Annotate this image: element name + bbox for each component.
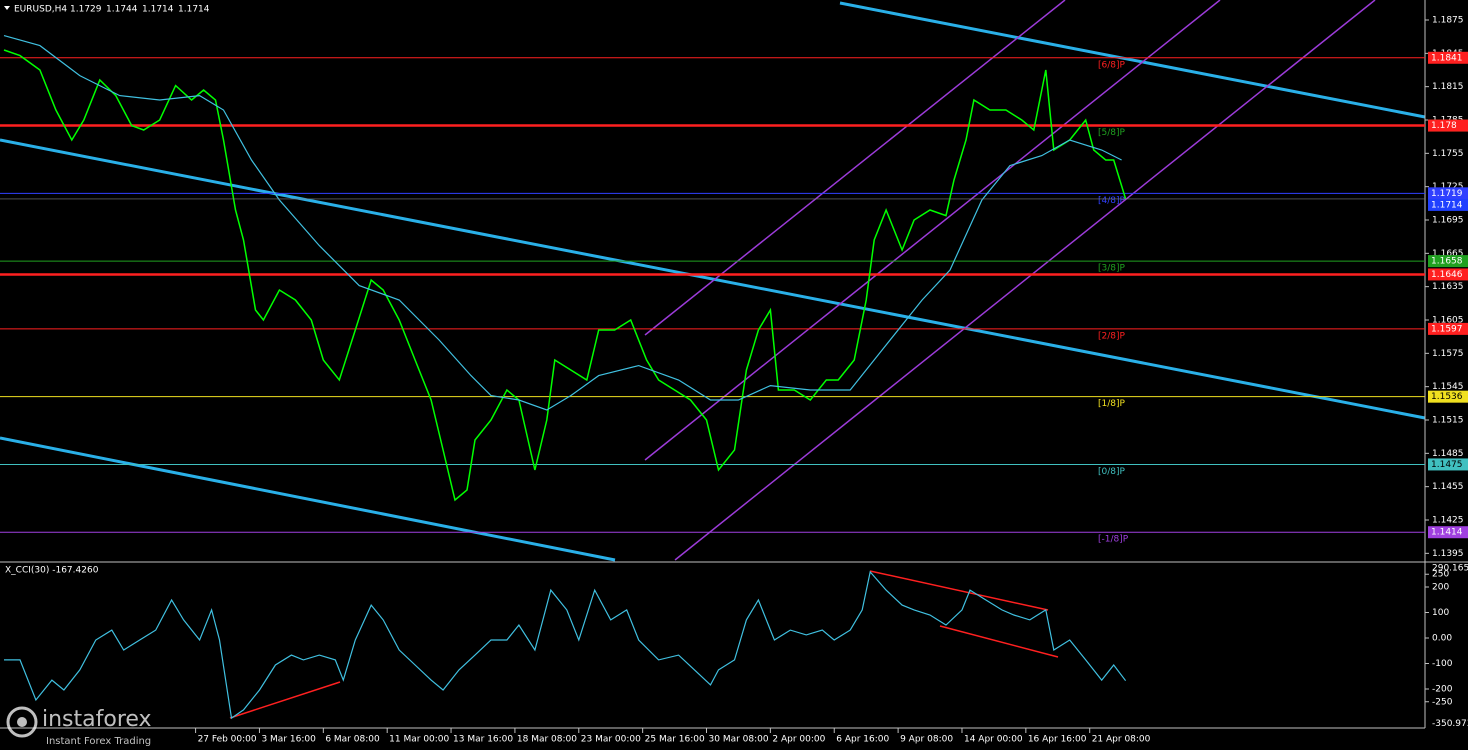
murray-level-name: [2/8]P [1098,331,1126,341]
y-tick-label: 0.00 [1432,633,1452,643]
y-tick-label: 1.1695 [1432,216,1464,226]
price-label: 1.1841 [1431,53,1463,63]
x-tick-label: 6 Apr 16:00 [836,735,889,745]
price-label: 1.1646 [1431,270,1463,280]
y-tick-label: 1.1635 [1432,282,1464,292]
x-tick-label: 18 Mar 08:00 [517,735,577,745]
logo-icon [17,717,27,727]
ohlc-value: 1.1714 [142,5,174,15]
plot [0,0,1426,719]
x-tick-label: 30 Mar 08:00 [709,735,769,745]
price-label-box [1428,51,1468,64]
x-tick-label: 27 Feb 00:00 [198,735,257,745]
price-label-box [1428,255,1468,268]
murray-level-name: [5/8]P [1098,128,1126,138]
y-tick-label: 1.1425 [1432,516,1464,526]
ohlc-value: 1.1744 [106,5,138,15]
y-tick-label: 1.1395 [1432,549,1464,559]
x-tick-label: 16 Apr 16:00 [1028,735,1087,745]
x-tick-label: 14 Apr 00:00 [964,735,1023,745]
price-label: 1.1475 [1431,460,1463,470]
watermark: instaforex Instant Forex Trading [6,706,152,747]
price-label: 1.1719 [1431,189,1463,199]
x-tick-label: 9 Apr 08:00 [900,735,953,745]
price-label-box [1428,526,1468,539]
channel-line [644,0,1066,336]
x-tick-label: 2 Apr 00:00 [772,735,825,745]
y-tick-label: 1.1755 [1432,149,1464,159]
tagline: Instant Forex Trading [46,736,151,747]
y-limit-label: -350.973 [1432,719,1468,729]
divergence-lines [229,570,1059,719]
murray-level-name: [1/8]P [1098,399,1126,409]
murray-level-name: [4/8]P [1098,196,1126,206]
price-label-box [1428,268,1468,281]
channel-lines [644,0,1376,561]
murray-level-name: [-1/8]P [1098,535,1129,545]
price-label-box [1428,119,1468,132]
indicator-title: X_CCI(30) -167.4260 [5,566,99,576]
series-line [3,35,1122,411]
trend-line [839,1,1426,119]
y-tick-label: -200 [1432,684,1453,694]
y-tick-label: 1.1545 [1432,382,1464,392]
channel-line [674,0,1376,561]
price-label: 1.1414 [1431,528,1463,538]
price-label: 1.1536 [1431,392,1463,402]
y-limit-label: 290.1656 [1432,564,1468,574]
y-tick-label: 1.1665 [1432,249,1464,259]
murray-level-name: [0/8]P [1098,467,1126,477]
price-label: 1.178 [1431,121,1457,131]
y-tick-label: 200 [1432,582,1449,592]
x-tick-label: 11 Mar 00:00 [389,735,449,745]
murray-level-name: [3/8]P [1098,264,1126,274]
channel-line [644,0,1221,461]
price-label-box [1428,198,1468,211]
trend-line [0,436,616,562]
price-label-box [1428,458,1468,471]
x-tick-label: 23 Mar 00:00 [581,735,641,745]
series-line [4,570,1127,720]
y-tick-label: 1.1485 [1432,449,1464,459]
ohlc-value: 1.1729 [70,5,102,15]
series-line [3,49,1127,502]
divergence-line [229,681,341,719]
price-label: 1.1658 [1431,257,1463,267]
y-tick-label: 250 [1432,570,1449,580]
y-tick-label: 1.1725 [1432,182,1464,192]
symbol-title: EURUSD,H4 [14,5,67,15]
trend-line [0,138,1426,420]
y-tick-label: 1.1605 [1432,316,1464,326]
x-tick-label: 25 Mar 16:00 [645,735,705,745]
y-tick-label: -100 [1432,659,1453,669]
y-tick-label: 1.1875 [1432,16,1464,26]
x-tick-label: 3 Mar 16:00 [261,735,316,745]
brand: instaforex [42,707,152,732]
x-tick-label: 13 Mar 16:00 [453,735,513,745]
y-tick-label: 1.1515 [1432,416,1464,426]
menu-arrow [4,6,10,10]
divergence-line [939,625,1059,658]
y-tick-label: 1.1455 [1432,482,1464,492]
price-label: 1.1714 [1431,200,1463,210]
trend-lines [0,1,1426,562]
murray-level-name: [6/8]P [1098,60,1126,70]
divergence-line [869,570,1049,611]
y-tick-label: 100 [1432,608,1449,618]
x-tick-label: 21 Apr 08:00 [1092,735,1151,745]
ohlc-value: 1.1714 [178,5,210,15]
x-tick-label: 6 Mar 08:00 [325,735,380,745]
y-tick-label: -250 [1432,697,1453,707]
price-label: 1.1597 [1431,324,1463,334]
y-tick-label: 1.1575 [1432,349,1464,359]
y-tick-label: 1.1815 [1432,82,1464,92]
price-label-box [1428,322,1468,335]
price-label-box [1428,187,1468,200]
price-label-box [1428,390,1468,403]
logo-icon [6,706,38,738]
